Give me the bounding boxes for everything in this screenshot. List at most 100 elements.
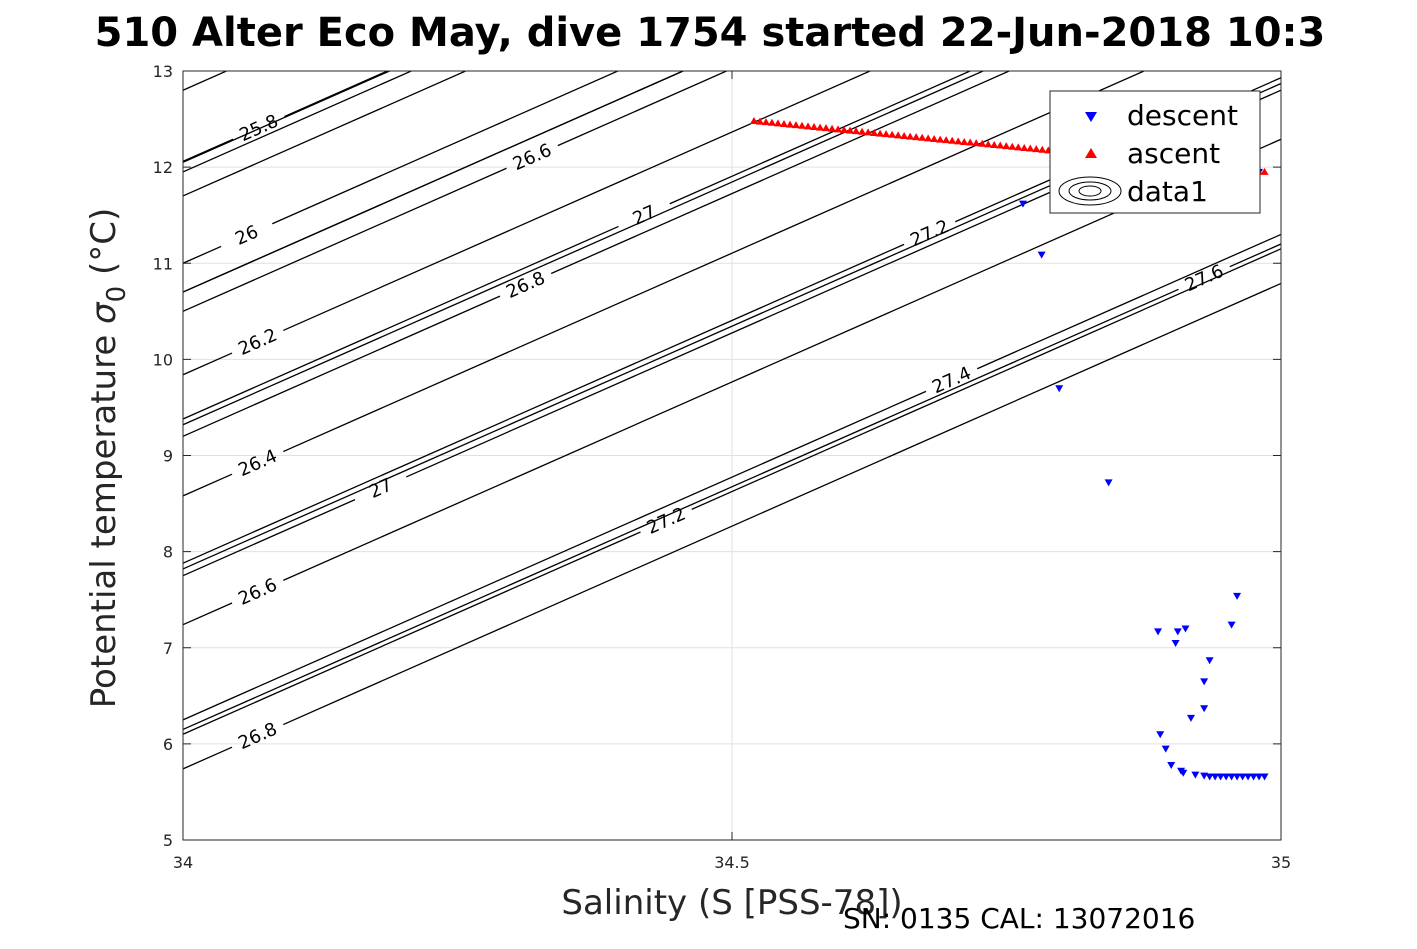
descent-point [1181, 625, 1190, 633]
y-axis-label-sigma: σ [84, 301, 124, 324]
contour-line [183, 167, 507, 312]
contour-line [183, 71, 392, 163]
ascent-point [834, 125, 843, 133]
ascent-point [918, 133, 927, 141]
ascent-point [954, 137, 963, 145]
legend-data1-contour-icon [1058, 176, 1122, 206]
y-axis-label-unit: (°C) [84, 208, 124, 286]
descent-point [1227, 621, 1236, 629]
legend-ascent-label: ascent [1127, 137, 1220, 170]
y-axis-label-main: Potential temperature [84, 324, 124, 708]
ascent-point [792, 121, 801, 129]
contour-line [183, 499, 356, 577]
descent-point [1037, 251, 1046, 259]
ascent-point [906, 132, 915, 140]
ascent-point [749, 116, 758, 124]
descent-point [1167, 762, 1176, 770]
descent-point [1018, 200, 1027, 208]
ascent-point [1014, 143, 1023, 151]
ascent-point [767, 118, 776, 126]
descent-point [1260, 773, 1269, 781]
ascent-point [810, 122, 819, 130]
descent-point [1233, 592, 1242, 600]
contour-line [183, 746, 233, 770]
descent-point [1186, 714, 1195, 722]
ascent-point [816, 123, 825, 131]
y-axis-label: Potential temperature σ0 (°C) [84, 208, 132, 708]
contour-line [183, 288, 1179, 731]
y-tick-label: 5 [163, 831, 173, 850]
ascent-point [960, 137, 969, 145]
ascent-point [876, 129, 885, 137]
contour-line [183, 295, 501, 437]
contour-line [183, 71, 685, 293]
ascent-point [900, 131, 909, 139]
ascent-point [1002, 142, 1011, 150]
descent-point [1216, 773, 1225, 781]
descent-point [1233, 773, 1242, 781]
ascent-point [798, 121, 807, 129]
ascent-point [972, 139, 981, 147]
ascent-point [990, 140, 999, 148]
descent-point [1055, 385, 1064, 393]
descent-point [1200, 678, 1209, 686]
ascent-point [948, 136, 957, 144]
chart-title: 510 Alter Eco May, dive 1754 started 22-… [95, 10, 1326, 56]
contour-line [1229, 243, 1281, 268]
y-tick-label: 7 [163, 639, 173, 658]
legend-descent-marker [1085, 112, 1097, 122]
contour-line [550, 71, 1011, 275]
ascent-point [846, 126, 855, 134]
descent-point [1156, 731, 1165, 739]
descent-point [1249, 773, 1258, 781]
descent-point [1222, 773, 1231, 781]
contour-line [183, 243, 905, 564]
contour-line [183, 71, 468, 197]
ascent-point [779, 119, 788, 127]
serial-calibration-footer: SN: 0135 CAL: 13072016 [843, 902, 1195, 935]
ascent-point [870, 128, 879, 136]
descent-point [1200, 705, 1209, 713]
x-tick-label: 34 [173, 853, 193, 872]
contour-line [557, 71, 729, 147]
ascent-point [1026, 144, 1035, 152]
y-tick-label: 9 [163, 447, 173, 466]
ascent-point [822, 124, 831, 132]
legend: descent ascent data1 [1049, 90, 1261, 214]
descent-point [1244, 773, 1253, 781]
ascent-point [858, 127, 867, 135]
contour-line [183, 225, 619, 420]
contour-line [183, 138, 234, 162]
contour-line [183, 352, 233, 376]
ascent-point [978, 139, 987, 147]
contour-line [976, 233, 1281, 370]
y-tick-label: 10 [153, 350, 173, 369]
contour-line [183, 245, 222, 264]
ascent-point [996, 141, 1005, 149]
ascent-point [966, 138, 975, 146]
ascent-point [942, 136, 951, 144]
descent-point [1104, 479, 1113, 487]
ascent-point [984, 140, 993, 148]
ascent-point [840, 125, 849, 133]
contour-line [183, 390, 927, 721]
ascent-point [773, 119, 782, 127]
x-tick-label: 35 [1271, 853, 1291, 872]
descent-point [1238, 773, 1247, 781]
ascent-point [936, 135, 945, 143]
contour-line [183, 602, 233, 626]
ascent-point [888, 130, 897, 138]
y-axis-label-subscript: 0 [102, 286, 132, 303]
descent-point [1171, 639, 1180, 647]
ascent-point [882, 130, 891, 138]
contour-line [669, 71, 972, 205]
ascent-point [894, 131, 903, 139]
ascent-point [864, 128, 873, 136]
descent-point [1173, 628, 1182, 636]
ascent-point [930, 134, 939, 142]
contour-line [283, 282, 1281, 726]
contour-line [183, 71, 985, 426]
contour-line [183, 531, 641, 735]
